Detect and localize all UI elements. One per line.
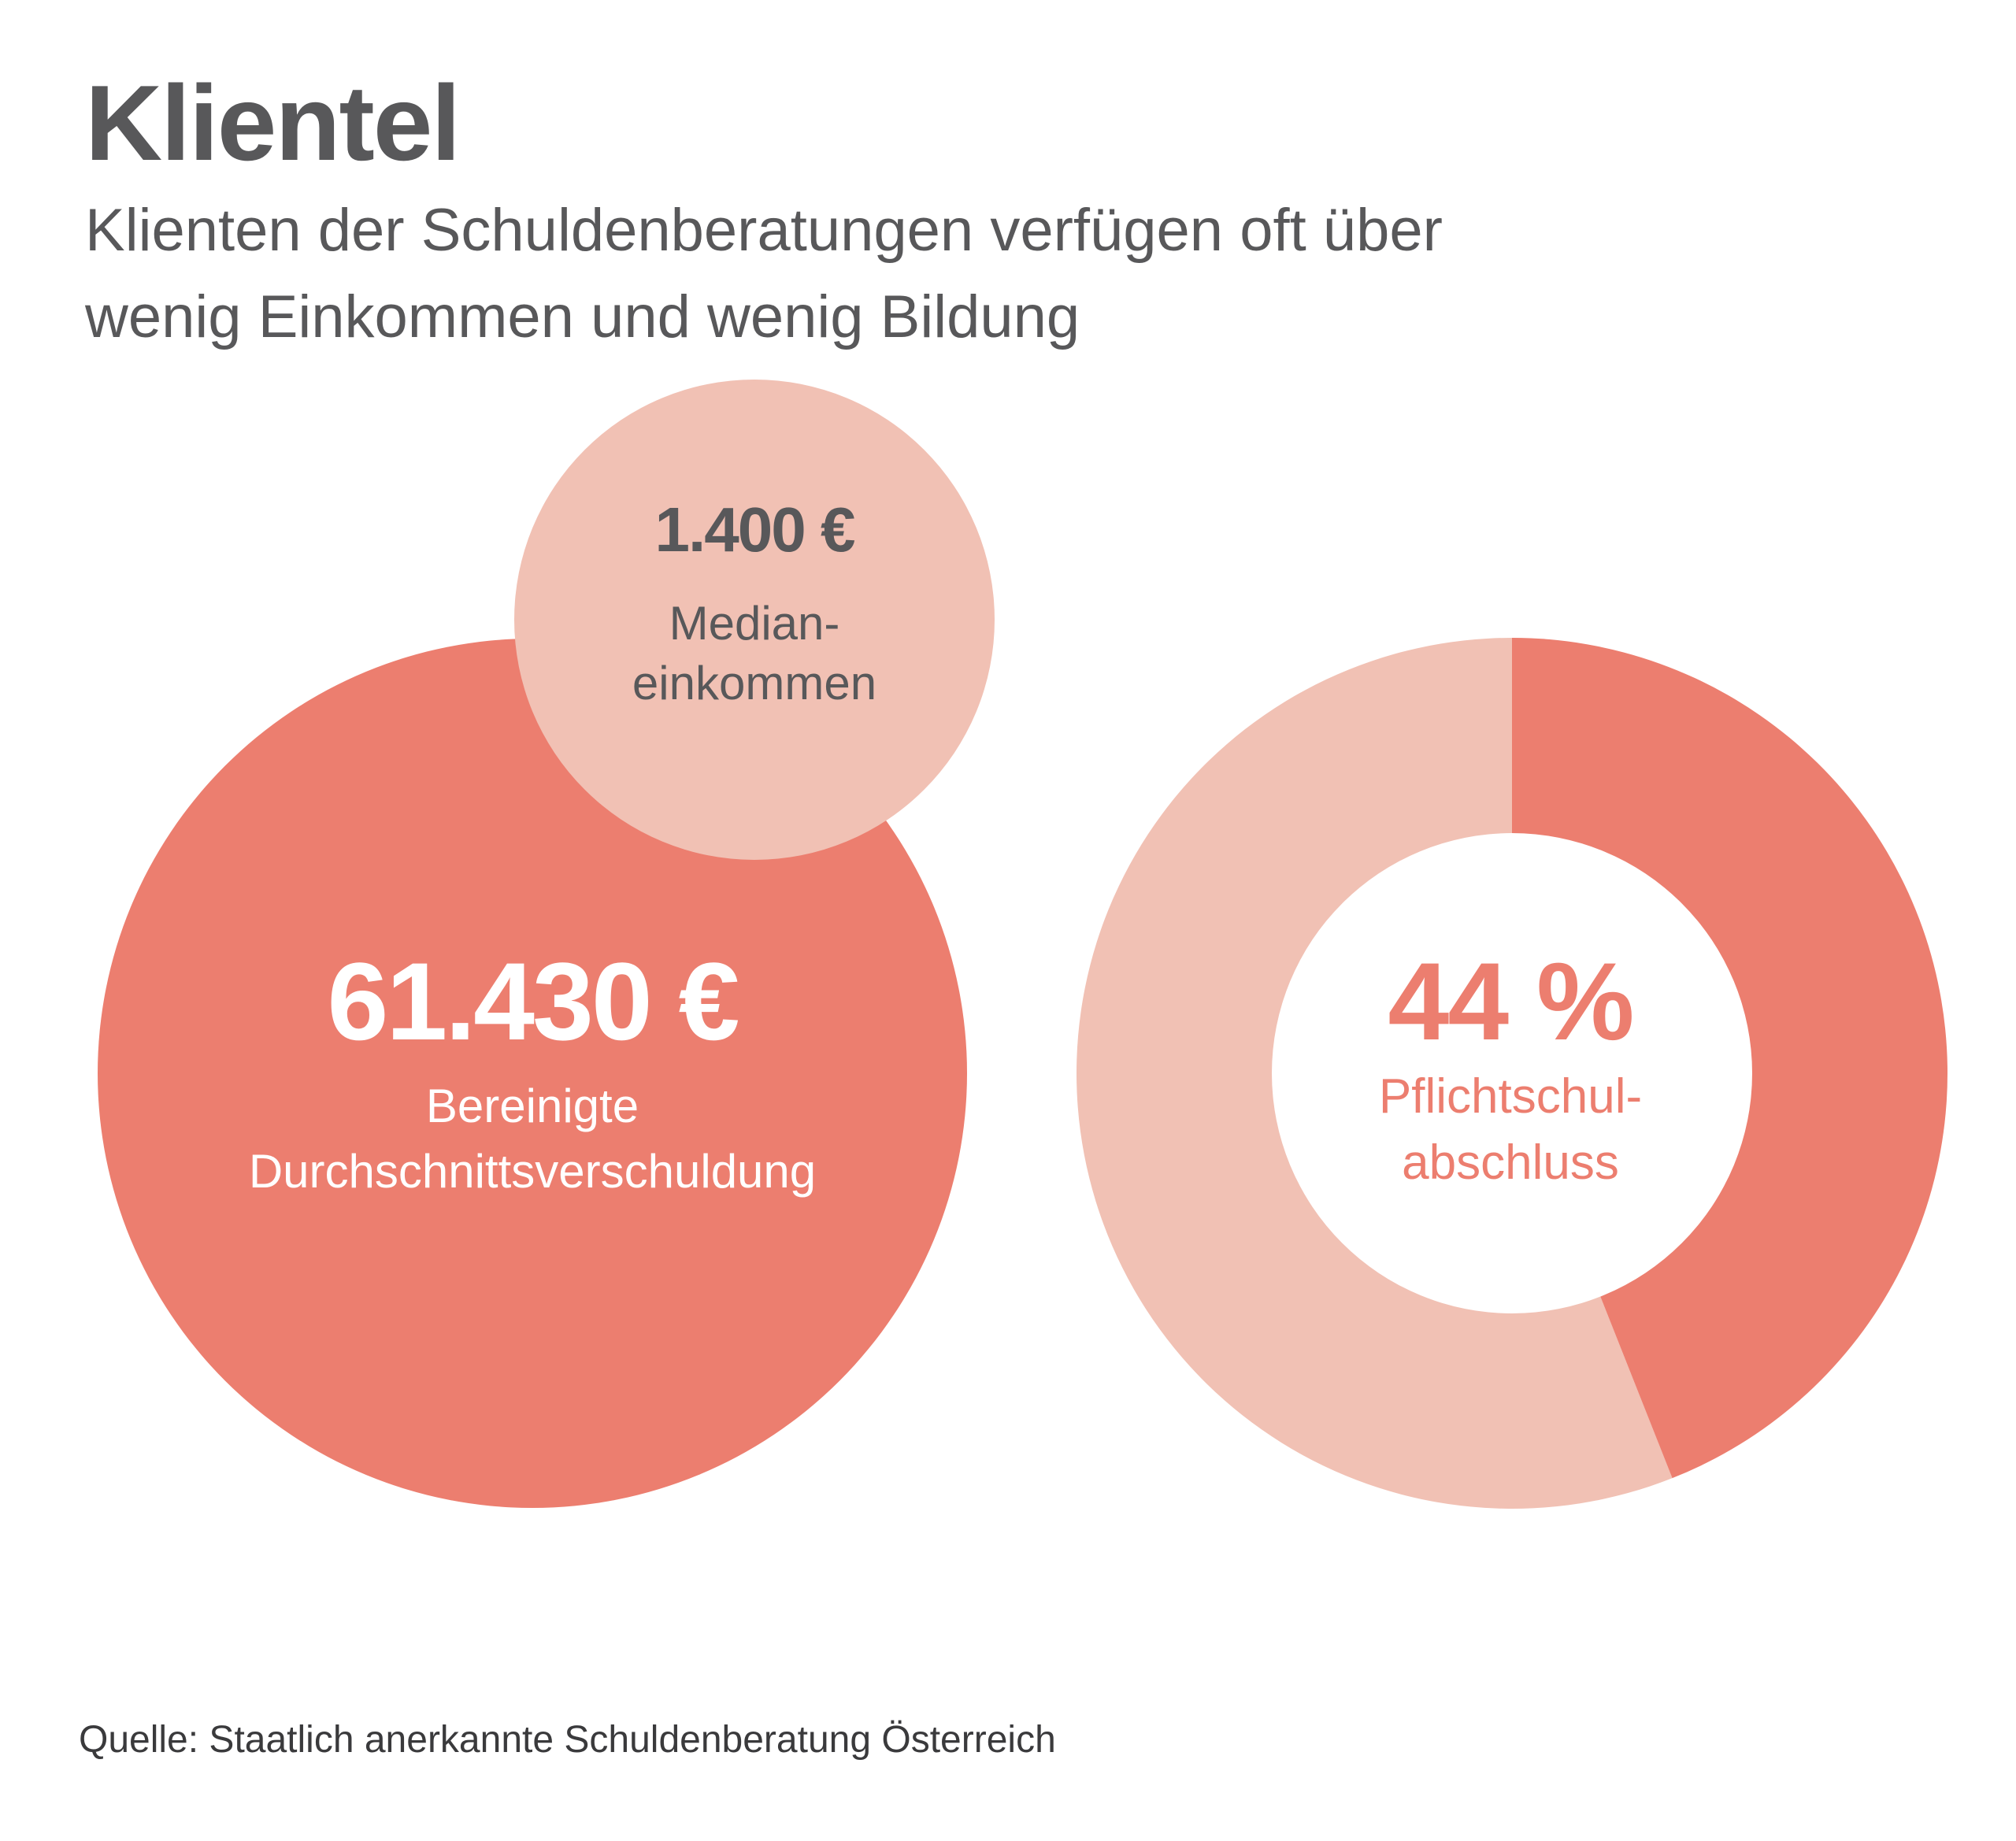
donut-label-line-1: Pflichtschul- [1379, 1069, 1642, 1124]
source-note: Quelle: Staatlich anerkannte Schuldenber… [79, 1719, 1056, 1761]
debt-label-line-2: Durchschnittsverschuldung [249, 1145, 816, 1198]
donut-label-line-2: abschluss [1402, 1135, 1619, 1190]
chart-title: Klientel [85, 63, 461, 183]
chart-subtitle: Klienten der Schuldenberatungen verfügen… [85, 187, 1660, 361]
debt-bubble-group: 61.430 € Bereinigte Durchschnittsverschu… [98, 380, 995, 1508]
subtitle-line-2: wenig Einkommen und wenig Bildung [85, 283, 1080, 350]
donut-value: 44 % [1388, 939, 1632, 1063]
education-donut: 44 % Pflichtschul- abschluss [1077, 638, 1948, 1509]
subtitle-line-1: Klienten der Schuldenberatungen verfügen… [85, 197, 1443, 264]
debt-value: 61.430 € [328, 939, 739, 1063]
income-label-line-1: Median- [669, 597, 840, 650]
income-bubble [514, 380, 995, 860]
income-label-line-2: einkommen [632, 657, 876, 709]
donut-hole [1272, 833, 1752, 1313]
debt-label-line-1: Bereinigte [426, 1080, 639, 1132]
income-value: 1.400 € [655, 495, 855, 565]
